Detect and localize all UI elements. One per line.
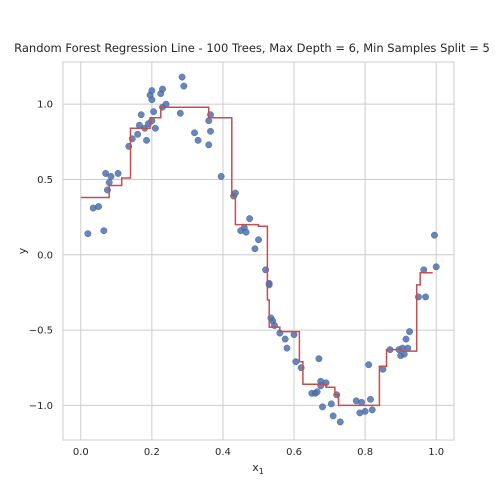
data-point [246, 215, 254, 223]
data-point [242, 228, 250, 236]
data-point [152, 124, 159, 132]
data-point [143, 136, 150, 144]
y-tick-label: 0.0 [37, 250, 53, 261]
data-point [84, 230, 92, 238]
y-tick-label: 1.0 [37, 100, 53, 111]
data-point [205, 117, 213, 125]
data-point [329, 412, 337, 420]
data-point [365, 361, 373, 369]
data-point [114, 170, 122, 177]
data-point [432, 263, 440, 271]
data-point [400, 350, 408, 358]
data-point [102, 170, 110, 177]
regression-line [80, 106, 433, 407]
data-point [107, 173, 115, 180]
x-tick-label: 0.8 [357, 447, 373, 458]
data-point [95, 203, 102, 210]
data-point [150, 108, 158, 116]
x-axis-label-main: x [252, 461, 259, 474]
data-point [148, 87, 156, 95]
data-point [336, 418, 344, 426]
x-tick-label: 0.0 [73, 447, 89, 458]
grid-lines [63, 62, 454, 440]
data-point [255, 236, 262, 244]
data-point [283, 344, 291, 352]
data-point [205, 141, 213, 149]
y-tick-label: 0.5 [37, 175, 53, 186]
data-point [358, 398, 365, 406]
data-point [162, 100, 170, 108]
x-axis-label: x1 [252, 461, 264, 476]
data-point [105, 179, 113, 186]
data-point [191, 129, 198, 137]
plot-frame [62, 61, 455, 441]
data-point [137, 111, 145, 119]
data-point [207, 127, 214, 135]
x-tick-label: 0.6 [286, 447, 302, 458]
data-point [319, 403, 326, 411]
chart-title: Random Forest Regression Line - 100 Tree… [14, 41, 490, 55]
x-tick-labels: 0.0 0.2 0.4 0.6 0.8 1.0 [73, 447, 444, 458]
data-point [379, 365, 387, 373]
data-point [422, 293, 429, 301]
data-point [402, 335, 410, 343]
data-point [281, 335, 289, 343]
data-point [148, 96, 156, 104]
data-point [194, 136, 202, 144]
data-point [368, 406, 376, 414]
data-point [251, 245, 259, 253]
data-point [100, 227, 108, 235]
data-point [217, 173, 225, 180]
y-tick-label: −1.0 [29, 401, 53, 412]
y-axis-label: y [16, 247, 29, 254]
scatter-points [84, 73, 440, 426]
data-point [159, 85, 166, 93]
data-point [406, 328, 413, 335]
x-tick-label: 0.2 [144, 447, 160, 458]
data-point [176, 109, 184, 117]
y-tick-label: −0.5 [29, 326, 53, 337]
data-point [178, 73, 186, 81]
data-point [367, 395, 374, 403]
data-point [327, 400, 335, 408]
x-tick-label: 1.0 [428, 447, 444, 458]
data-point [313, 388, 321, 396]
data-point [134, 130, 142, 138]
data-point [292, 358, 300, 366]
x-axis-label-subscript: 1 [259, 467, 264, 476]
y-tick-labels: −1.0 −0.5 0.0 0.5 1.0 [29, 100, 53, 412]
data-point [315, 355, 323, 363]
data-point [180, 82, 188, 90]
data-point [431, 231, 438, 239]
x-tick-label: 0.4 [215, 447, 231, 458]
data-point [361, 407, 369, 415]
